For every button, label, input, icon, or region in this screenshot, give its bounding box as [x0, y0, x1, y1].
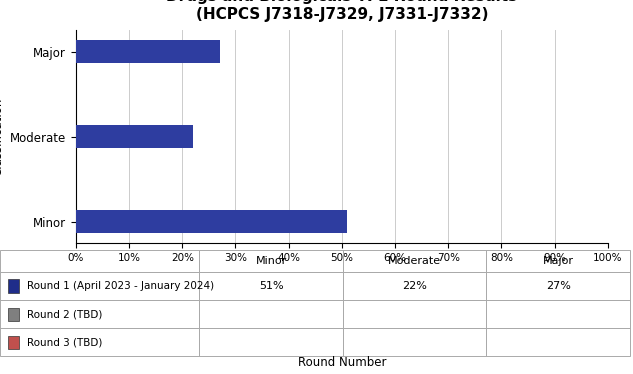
Text: Round Number: Round Number — [298, 356, 386, 369]
Title: Drugs and Biologicals TPE Round Results
(HCPCS J7318-J7329, J7331-J7332): Drugs and Biologicals TPE Round Results … — [166, 0, 517, 22]
Bar — [343, 328, 486, 356]
Bar — [343, 272, 486, 300]
Bar — [0, 328, 199, 356]
Text: 51%: 51% — [259, 281, 284, 291]
Bar — [343, 300, 486, 328]
Y-axis label: Classification: Classification — [0, 97, 4, 176]
Bar — [486, 250, 630, 272]
Bar — [486, 328, 630, 356]
Text: Major: Major — [542, 256, 573, 266]
Bar — [0, 272, 199, 300]
Bar — [8, 279, 19, 292]
Bar — [343, 250, 486, 272]
Text: 27%: 27% — [546, 281, 570, 291]
Bar — [0, 300, 199, 328]
Bar — [0, 250, 199, 272]
Text: Round 2 (TBD): Round 2 (TBD) — [27, 309, 102, 319]
Bar — [8, 336, 19, 349]
Bar — [76, 40, 220, 64]
Bar — [199, 300, 343, 328]
Text: Minor: Minor — [256, 256, 287, 266]
Bar — [76, 209, 347, 233]
Bar — [199, 272, 343, 300]
Bar — [8, 307, 19, 321]
Bar — [199, 328, 343, 356]
Text: 22%: 22% — [402, 281, 427, 291]
Bar — [199, 250, 343, 272]
Bar — [486, 272, 630, 300]
Text: Moderate: Moderate — [388, 256, 441, 266]
Text: Round 3 (TBD): Round 3 (TBD) — [27, 337, 102, 347]
Bar — [486, 300, 630, 328]
Bar — [76, 125, 193, 148]
Text: Round 1 (April 2023 - January 2024): Round 1 (April 2023 - January 2024) — [27, 281, 214, 291]
